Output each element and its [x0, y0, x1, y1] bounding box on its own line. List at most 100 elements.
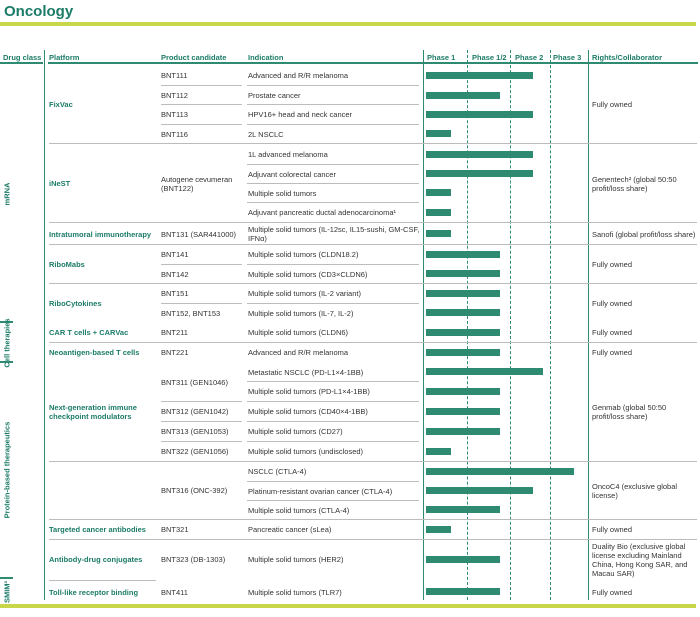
product-bnt141: BNT141: [161, 250, 189, 259]
platform-car-t: CAR T cells + CARVac: [49, 328, 129, 337]
row-separator: [247, 164, 419, 165]
platform-inest: iNeST: [49, 179, 71, 188]
progress-bar: [426, 111, 533, 118]
progress-bar: [426, 448, 451, 455]
progress-bar: [426, 209, 451, 216]
platform-neoantigen: Neoantigen-based T cells: [49, 348, 140, 357]
bottom-rule: [0, 604, 696, 608]
header-product: Product candidate: [161, 53, 227, 62]
indication-row: NSCLC (CTLA-4): [248, 467, 307, 476]
product-bnt323: BNT323 (DB-1303): [161, 555, 226, 564]
product-bnt312: BNT312 (GEN1042): [161, 407, 229, 416]
row-separator: [49, 222, 697, 223]
progress-bar: [426, 170, 533, 177]
progress-bar: [426, 588, 500, 595]
progress-bar: [426, 329, 500, 336]
indication-row: Multiple solid tumors (undisclosed): [248, 447, 364, 456]
group-separator: [0, 321, 13, 323]
row-separator: [247, 303, 419, 304]
drug-class-protein-based: Protein-based therapeutics: [2, 421, 11, 519]
row-separator: [161, 124, 242, 125]
indication-row: 2L NSCLC: [248, 129, 284, 139]
progress-bar: [426, 290, 500, 297]
row-separator: [247, 381, 419, 382]
progress-bar: [426, 251, 500, 258]
header-rule: [48, 62, 698, 64]
row-separator: [49, 580, 156, 581]
phase-divider: [510, 50, 511, 600]
row-separator: [161, 401, 242, 402]
indication-row: Platinum-resistant ovarian cancer (CTLA-…: [248, 486, 393, 496]
product-bnt116: BNT116: [161, 129, 188, 139]
indication-row: Metastatic NSCLC (PD-L1×4-1BB): [248, 367, 364, 377]
indication-row: Multiple solid tumors (CLDN6): [248, 328, 349, 337]
row-separator: [49, 342, 697, 343]
platform-ribomabs: RiboMabs: [49, 259, 85, 269]
row-separator: [247, 85, 419, 86]
product-bnt311: BNT311 (GEN1046): [161, 377, 228, 387]
progress-bar: [426, 428, 500, 435]
progress-bar: [426, 506, 500, 513]
progress-bar: [426, 189, 451, 196]
product-bnt113: BNT113: [161, 110, 188, 119]
product-bnt152: BNT152, BNT153: [161, 308, 221, 318]
product-bnt316: BNT316 (ONC-392): [161, 486, 228, 495]
progress-bar: [426, 151, 533, 158]
product-bnt322: BNT322 (GEN1056): [161, 447, 229, 456]
row-separator: [161, 441, 242, 442]
indication-row: Multiple solid tumors (IL-12sc, IL15-sus…: [248, 225, 420, 243]
rights-cell: Fully owned: [592, 259, 633, 269]
indication-row: Multiple solid tumors (TLR7): [248, 587, 342, 597]
rights-cell: Fully owned: [592, 298, 633, 308]
product-bnt313: BNT313 (GEN1053): [161, 427, 229, 436]
header-phase1: Phase 1: [427, 53, 456, 62]
indication-row: Multiple solid tumors (CTLA-4): [248, 505, 350, 515]
product-bnt112: BNT112: [161, 90, 188, 100]
rights-cell: Sanofi (global profit/loss share): [592, 229, 696, 239]
row-separator: [247, 264, 419, 265]
progress-bar: [426, 408, 500, 415]
product-bnt321: BNT321: [161, 525, 189, 534]
platform-targeted-antibodies: Targeted cancer antibodies: [49, 525, 146, 534]
row-separator: [49, 461, 697, 462]
indication-row: Pancreatic cancer (sLea): [248, 525, 332, 534]
progress-bar: [426, 526, 451, 533]
row-separator: [247, 500, 419, 501]
indication-row: Advanced and R/R melanoma: [248, 71, 349, 80]
product-bnt122: Autogene cevumeran (BNT122): [161, 174, 233, 193]
product-bnt211: BNT211: [161, 328, 188, 337]
indication-row: Multiple solid tumors (CD27): [248, 427, 343, 436]
progress-bar: [426, 349, 500, 356]
progress-bar: [426, 230, 451, 237]
group-separator: [0, 361, 13, 363]
indication-row: Multiple solid tumors (CD3×CLDN6): [248, 269, 368, 279]
platform-tlr: Toll-like receptor binding: [49, 587, 139, 597]
progress-bar: [426, 72, 533, 79]
platform-fixvac: FixVac: [49, 100, 73, 109]
group-separator: [0, 577, 13, 579]
indication-row: Multiple solid tumors (IL-7, IL-2): [248, 308, 354, 318]
row-separator: [247, 401, 419, 402]
progress-bar: [426, 556, 500, 563]
rights-cell: Fully owned: [592, 525, 633, 534]
product-bnt111: BNT111: [161, 71, 188, 80]
row-separator: [247, 183, 419, 184]
row-separator: [247, 124, 419, 125]
row-separator: [161, 85, 242, 86]
rights-cell: Fully owned: [592, 100, 633, 109]
row-separator: [49, 539, 697, 540]
header-phase12: Phase 1/2: [472, 53, 507, 62]
indication-row: Prostate cancer: [248, 90, 301, 100]
phase-divider: [550, 50, 551, 600]
indication-row: Multiple solid tumors (PD-L1×4-1BB): [248, 387, 370, 396]
rights-cell: Genentech² (global 50:50 profit/loss sha…: [592, 174, 677, 193]
indication-row: Multiple solid tumors (CLDN18.2): [248, 250, 359, 259]
row-separator: [247, 202, 419, 203]
row-separator: [49, 283, 697, 284]
row-separator: [161, 303, 242, 304]
progress-bar: [426, 487, 533, 494]
product-bnt411: BNT411: [161, 587, 188, 597]
header-platform: Platform: [49, 53, 80, 62]
header-drug-class: Drug class: [3, 53, 42, 62]
row-separator: [161, 264, 242, 265]
